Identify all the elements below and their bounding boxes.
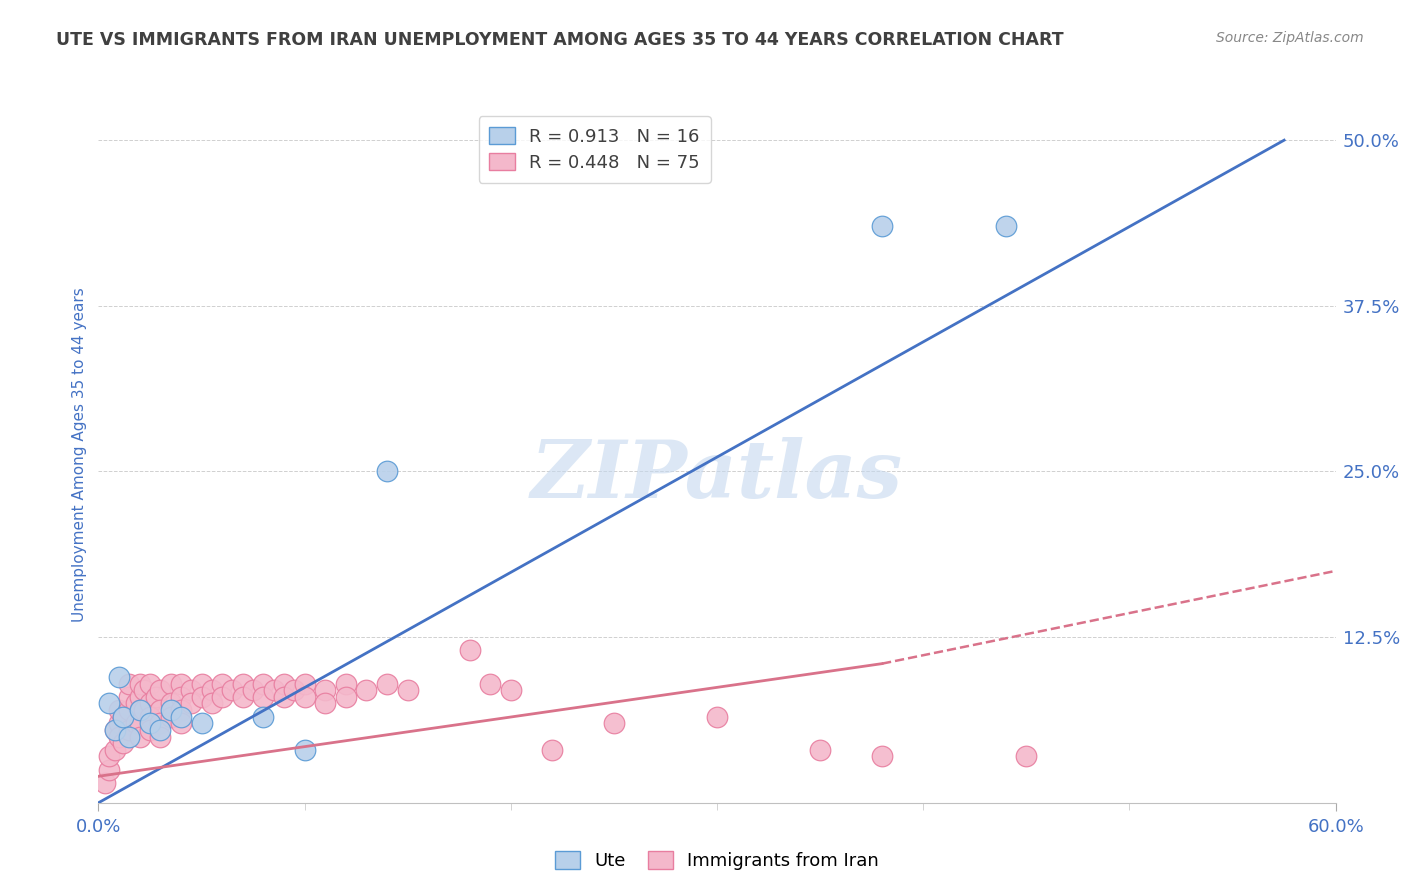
Point (375, 676, 398, 690)
Point (283, 683, 305, 698)
Point (128, 690, 150, 704)
Point (170, 676, 193, 690)
Point (159, 709, 181, 723)
Point (273, 690, 295, 704)
Point (870, 749, 893, 764)
Point (97, 697, 120, 711)
Point (149, 730, 172, 744)
Point (97, 749, 120, 764)
Point (458, 643, 481, 657)
Point (108, 670, 131, 684)
Point (93, 776, 115, 790)
Point (375, 465, 398, 479)
Point (190, 716, 212, 731)
Point (112, 709, 135, 723)
Point (104, 723, 127, 737)
Point (139, 723, 162, 737)
Point (170, 709, 193, 723)
Point (139, 716, 162, 731)
Point (232, 676, 254, 690)
Point (108, 716, 131, 731)
Point (170, 703, 193, 717)
Point (211, 690, 233, 704)
Point (149, 683, 172, 698)
Point (128, 730, 150, 744)
Point (149, 716, 172, 731)
Point (190, 676, 212, 690)
Point (128, 676, 150, 690)
Point (180, 683, 202, 698)
Point (170, 690, 193, 704)
Text: UTE VS IMMIGRANTS FROM IRAN UNEMPLOYMENT AMONG AGES 35 TO 44 YEARS CORRELATION C: UTE VS IMMIGRANTS FROM IRAN UNEMPLOYMENT… (56, 31, 1064, 49)
Point (242, 683, 264, 698)
Point (706, 709, 728, 723)
Point (479, 676, 502, 690)
Point (294, 676, 316, 690)
Point (139, 709, 162, 723)
Point (159, 697, 181, 711)
Legend: Ute, Immigrants from Iran: Ute, Immigrants from Iran (548, 844, 886, 877)
Point (808, 743, 831, 757)
Text: ZIPatlas: ZIPatlas (531, 437, 903, 515)
Point (170, 716, 193, 731)
Point (112, 709, 135, 723)
Point (145, 690, 167, 704)
Point (603, 716, 626, 731)
Point (128, 703, 150, 717)
Point (273, 676, 295, 690)
Point (104, 743, 127, 757)
Point (132, 703, 155, 717)
Point (118, 703, 141, 717)
Point (118, 676, 141, 690)
Point (190, 690, 212, 704)
Point (128, 716, 150, 731)
Point (149, 723, 172, 737)
Point (252, 690, 274, 704)
Point (201, 683, 224, 698)
Point (132, 683, 155, 698)
Point (994, 219, 1017, 234)
Point (541, 743, 564, 757)
Point (97, 763, 120, 777)
Point (252, 709, 274, 723)
Point (1015, 749, 1038, 764)
Point (294, 690, 316, 704)
Point (128, 703, 150, 717)
Point (335, 676, 357, 690)
Point (211, 676, 233, 690)
Point (124, 716, 146, 731)
Y-axis label: Unemployment Among Ages 35 to 44 years: Unemployment Among Ages 35 to 44 years (72, 287, 87, 623)
Point (118, 730, 141, 744)
Point (112, 736, 135, 750)
Point (149, 703, 172, 717)
Point (314, 697, 336, 711)
Point (159, 676, 181, 690)
Point (263, 683, 285, 698)
Point (499, 683, 522, 698)
Point (108, 730, 131, 744)
Point (201, 697, 224, 711)
Point (180, 697, 202, 711)
Point (335, 690, 357, 704)
Point (124, 697, 146, 711)
Point (252, 676, 274, 690)
Text: Source: ZipAtlas.com: Source: ZipAtlas.com (1216, 31, 1364, 45)
Point (139, 676, 162, 690)
Point (159, 703, 181, 717)
Point (294, 743, 316, 757)
Point (108, 703, 131, 717)
Point (356, 683, 378, 698)
Point (104, 723, 127, 737)
Point (870, 219, 893, 234)
Point (139, 697, 162, 711)
Point (221, 683, 243, 698)
Point (118, 723, 141, 737)
Point (314, 683, 336, 698)
Point (396, 683, 419, 698)
Point (118, 690, 141, 704)
Point (232, 690, 254, 704)
